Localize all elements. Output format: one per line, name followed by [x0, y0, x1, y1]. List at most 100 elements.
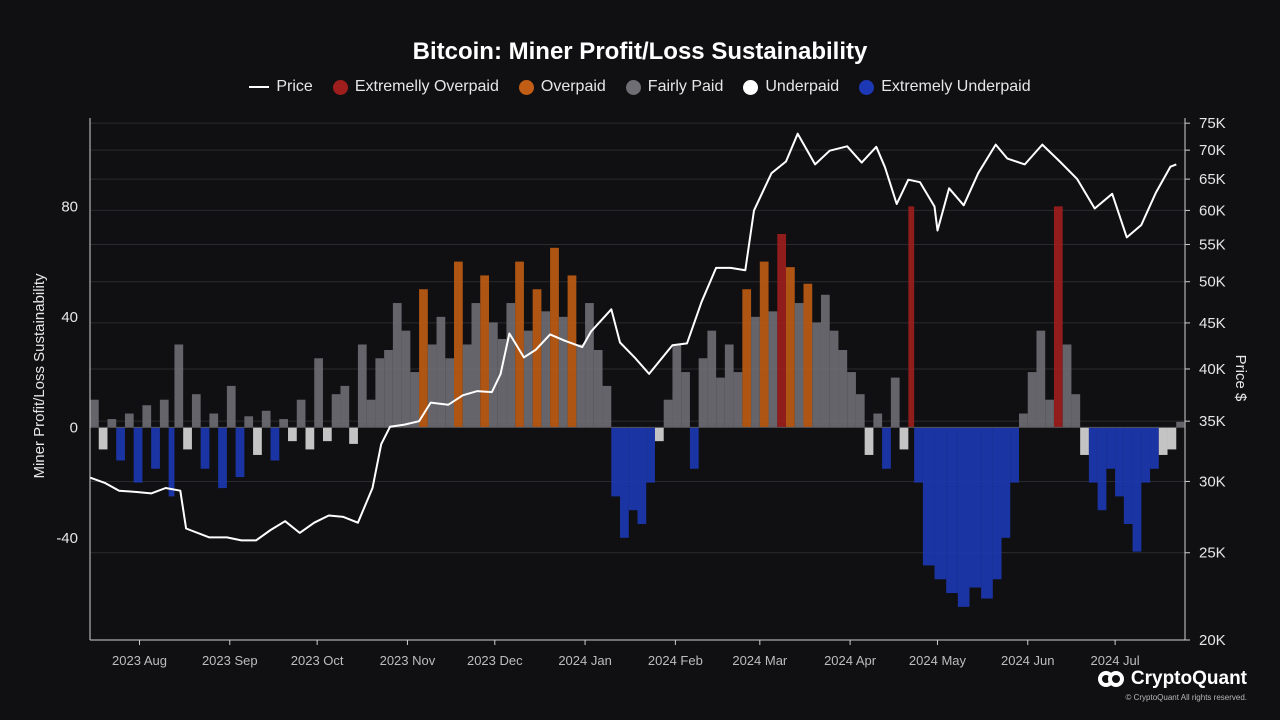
sustainability-bar — [724, 344, 734, 428]
sustainability-bar — [820, 294, 830, 428]
sustainability-bar — [689, 427, 699, 469]
legend-label: Extremely Underpaid — [881, 78, 1031, 95]
sustainability-bar — [1080, 427, 1089, 455]
legend-item-extremely-underpaid[interactable]: Extremely Underpaid — [859, 78, 1031, 96]
sustainability-bar — [454, 261, 463, 428]
legend-item-underpaid[interactable]: Underpaid — [743, 78, 839, 96]
sustainability-bar — [558, 316, 568, 428]
y2-tick-label: 50K — [1199, 274, 1226, 291]
sustainability-bar — [174, 344, 184, 428]
sustainability-bar — [296, 399, 306, 428]
sustainability-bar — [914, 427, 923, 483]
sustainability-bar — [1053, 206, 1063, 428]
sustainability-bar — [969, 427, 982, 588]
sustainability-bar — [992, 427, 1002, 580]
sustainability-bar — [532, 289, 542, 428]
price-line-group — [89, 132, 1177, 542]
legend-dot-swatch — [859, 79, 875, 95]
sustainability-bar — [253, 427, 262, 455]
y2-tick-label: 55K — [1199, 236, 1226, 253]
sustainability-bar — [946, 427, 958, 594]
sustainability-bar — [392, 303, 402, 428]
legend: Price Extremelly Overpaid Overpaid Fairl… — [0, 78, 1280, 96]
sustainability-bar — [1088, 427, 1098, 483]
sustainability-bar — [200, 427, 210, 469]
legend-item-extremely-overpaid[interactable]: Extremelly Overpaid — [332, 78, 499, 96]
sustainability-bar — [480, 275, 489, 428]
x-tick-label: 2024 Apr — [824, 653, 877, 668]
sustainability-bar — [427, 344, 437, 428]
sustainability-bar — [1010, 427, 1020, 483]
sustainability-bar — [471, 303, 481, 428]
sustainability-bar — [864, 427, 874, 455]
sustainability-bar — [654, 427, 664, 442]
sustainability-bar — [515, 261, 524, 428]
legend-label: Price — [276, 78, 313, 95]
y2-tick-label: 30K — [1199, 473, 1226, 490]
sustainability-bar — [899, 427, 909, 450]
sustainability-bar — [646, 427, 655, 483]
legend-label: Fairly Paid — [647, 78, 724, 95]
sustainability-bar — [541, 311, 551, 428]
sustainability-bar — [244, 416, 254, 428]
sustainability-bar — [279, 419, 289, 428]
sustainability-bar — [523, 330, 533, 428]
sustainability-bar — [620, 427, 629, 538]
x-tick-label: 2023 Sep — [202, 653, 258, 668]
brand-logo: CryptoQuant — [1097, 668, 1247, 690]
legend-dot-swatch — [332, 79, 348, 95]
sustainability-bar — [855, 394, 865, 428]
legend-label: Overpaid — [540, 78, 606, 95]
y2-tick-label: 60K — [1199, 202, 1226, 219]
sustainability-bar — [375, 358, 385, 428]
x-tick-label: 2023 Oct — [291, 653, 344, 668]
sustainability-bar — [226, 385, 236, 428]
sustainability-bar — [768, 311, 778, 428]
sustainability-bar — [419, 289, 428, 428]
sustainability-bar — [124, 413, 134, 428]
sustainability-bar — [1123, 427, 1133, 524]
sustainability-bar — [733, 372, 743, 428]
sustainability-bar — [107, 419, 117, 428]
legend-item-price[interactable]: Price — [249, 78, 313, 96]
sustainability-bar — [183, 427, 192, 450]
legend-item-overpaid[interactable]: Overpaid — [518, 78, 606, 96]
sustainability-bar — [497, 338, 507, 428]
sustainability-bar — [1106, 427, 1116, 469]
sustainability-bar — [436, 316, 446, 428]
sustainability-bar — [628, 427, 638, 511]
brand-name: CryptoQuant — [1130, 668, 1247, 689]
sustainability-bar — [133, 427, 143, 483]
sustainability-bar — [168, 427, 175, 497]
sustainability-bar — [698, 358, 708, 428]
sustainability-bar — [506, 303, 516, 428]
sustainability-bar — [98, 427, 108, 450]
legend-label: Extremelly Overpaid — [354, 78, 499, 95]
sustainability-bar — [742, 289, 752, 428]
y-axis-title: Miner Profit/Loss Sustainability — [31, 273, 48, 479]
sustainability-bar — [882, 427, 891, 469]
cryptoquant-logo-icon — [1097, 670, 1125, 688]
grid-lines — [90, 122, 1185, 641]
y2-tick-label: 35K — [1199, 413, 1226, 430]
sustainability-bar — [288, 427, 297, 442]
sustainability-bar — [1141, 427, 1151, 483]
legend-label: Underpaid — [765, 78, 840, 95]
legend-dot-swatch — [743, 79, 759, 95]
sustainability-bar — [1150, 427, 1159, 469]
sustainability-bar — [401, 330, 411, 428]
sustainability-bar — [1001, 427, 1011, 538]
sustainability-bar — [151, 427, 160, 469]
sustainability-bar — [829, 330, 839, 428]
sustainability-bar — [1062, 344, 1072, 428]
sustainability-bar — [908, 206, 915, 428]
x-tick-label: 2023 Dec — [467, 653, 523, 668]
legend-item-fairly-paid[interactable]: Fairly Paid — [625, 78, 724, 96]
sustainability-bar — [576, 344, 586, 428]
sustainability-bar — [410, 372, 420, 428]
sustainability-bar — [116, 427, 125, 461]
sustainability-bar — [314, 358, 323, 428]
sustainability-bar — [585, 303, 594, 428]
y2-tick-label: 20K — [1199, 632, 1226, 649]
y-tick-label: -40 — [56, 530, 78, 547]
